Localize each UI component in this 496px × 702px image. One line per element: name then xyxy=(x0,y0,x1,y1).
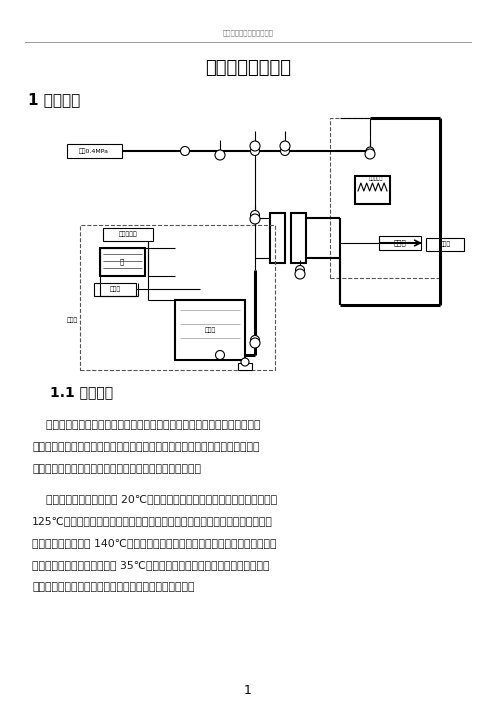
Text: 配料罐: 配料罐 xyxy=(204,327,216,333)
Circle shape xyxy=(296,265,305,274)
Circle shape xyxy=(366,147,374,155)
Text: 罐，最后将辅助配料罐中的少量清水泵入以清洗本装置。: 罐，最后将辅助配料罐中的少量清水泵入以清洗本装置。 xyxy=(32,582,194,592)
Circle shape xyxy=(215,350,225,359)
Text: 型预热冷却器做到了纯逆流换热。整套装置包括预热冷却器、恒温灭菌器、加热: 型预热冷却器做到了纯逆流换热。整套装置包括预热冷却器、恒温灭菌器、加热 xyxy=(32,442,259,452)
Text: 发酵罐: 发酵罐 xyxy=(439,241,451,247)
Bar xyxy=(270,213,285,263)
Bar xyxy=(238,363,252,370)
Bar xyxy=(291,213,306,263)
Circle shape xyxy=(365,149,375,159)
Circle shape xyxy=(250,211,259,220)
Text: 混合器三部分结合自控装置安全稳定的完成消毒灭菌过程。: 混合器三部分结合自控装置安全稳定的完成消毒灭菌过程。 xyxy=(32,464,201,474)
Circle shape xyxy=(215,150,225,160)
Text: 蒸汽0.4MPa: 蒸汽0.4MPa xyxy=(79,148,109,154)
Text: 新型连消装置概况：本装置充分利用蒸汽潜热，采用高温短时灭菌，经过新: 新型连消装置概况：本装置充分利用蒸汽潜热，采用高温短时灭菌，经过新 xyxy=(32,420,260,430)
Circle shape xyxy=(281,147,290,156)
Bar xyxy=(330,118,440,278)
Text: 工作流程为：配料罐中的 20℃的物料经离心泵打入预热冷却器，物料在预热: 工作流程为：配料罐中的 20℃的物料经离心泵打入预热冷却器，物料在预热 xyxy=(32,494,277,504)
Text: 1: 1 xyxy=(244,684,252,696)
Circle shape xyxy=(241,358,249,366)
Bar xyxy=(67,144,122,158)
Circle shape xyxy=(295,269,305,279)
Bar xyxy=(379,236,421,250)
Text: 河北宇泽环保科技有限公司: 河北宇泽环保科技有限公司 xyxy=(223,29,273,37)
Bar xyxy=(94,283,136,296)
Text: 发酵罐: 发酵罐 xyxy=(394,239,406,246)
Circle shape xyxy=(250,338,260,348)
Text: 1 系统组成: 1 系统组成 xyxy=(28,93,80,107)
Text: 新型节能连消装置: 新型节能连消装置 xyxy=(205,59,291,77)
Text: 加热混合器: 加热混合器 xyxy=(119,231,137,237)
Text: 辅料罐: 辅料罐 xyxy=(110,286,121,292)
Bar xyxy=(80,225,275,370)
Bar xyxy=(103,228,153,241)
Bar xyxy=(100,248,145,276)
Text: 125℃左右后进入加热混合器，将蒸汽吸入并压缩成高压饱和水，与预热后的物: 125℃左右后进入加热混合器，将蒸汽吸入并压缩成高压饱和水，与预热后的物 xyxy=(32,516,273,526)
Circle shape xyxy=(250,214,260,224)
Bar xyxy=(426,238,464,251)
Text: 恒温灭菌器: 恒温灭菌器 xyxy=(369,176,383,181)
Text: 料瞬间混合并加热至 140℃左右的灭菌温度，再以与之相适应时间流过灭菌器，: 料瞬间混合并加热至 140℃左右的灭菌温度，再以与之相适应时间流过灭菌器， xyxy=(32,538,276,548)
Bar xyxy=(355,176,390,204)
Text: 灭菌泵: 灭菌泵 xyxy=(67,317,78,323)
Bar xyxy=(175,300,245,360)
Circle shape xyxy=(280,141,290,151)
Text: 泵: 泵 xyxy=(120,259,124,265)
Circle shape xyxy=(181,147,189,156)
Text: 1.1 灭菌流程: 1.1 灭菌流程 xyxy=(50,385,113,399)
Circle shape xyxy=(250,336,259,345)
Circle shape xyxy=(250,141,260,151)
Circle shape xyxy=(250,147,259,156)
Text: 然后返回预热冷却器中冷却到 35℃，进入事先空罐灭菌的发酵罐或无菌物料储: 然后返回预热冷却器中冷却到 35℃，进入事先空罐灭菌的发酵罐或无菌物料储 xyxy=(32,560,269,570)
